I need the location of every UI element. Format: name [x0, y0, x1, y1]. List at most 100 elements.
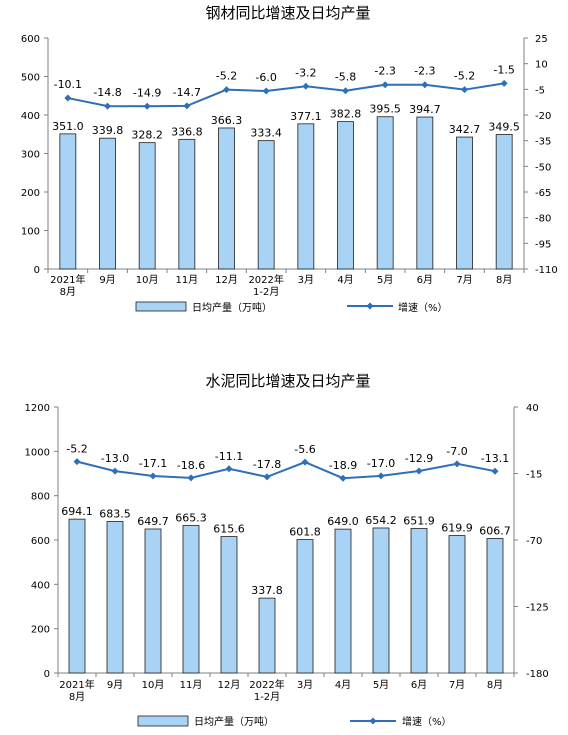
y-right-tick-label: -50	[535, 162, 551, 173]
legend-bar-swatch	[137, 715, 189, 727]
bar	[182, 525, 200, 674]
x-tick-label: 3月	[298, 274, 314, 286]
x-tick-label-line: 10月	[142, 679, 165, 691]
bar-value-label: 651.9	[403, 514, 435, 527]
bar	[257, 140, 275, 270]
y-left-tick-label: 600	[21, 34, 40, 45]
x-tick-label-line: 11月	[175, 274, 198, 286]
growth-value-label: -17.8	[253, 458, 281, 471]
x-tick-label: 5月	[373, 679, 389, 691]
growth-point	[104, 102, 111, 110]
growth-point	[491, 467, 499, 475]
bar-value-label: 654.2	[365, 514, 397, 527]
growth-point	[183, 102, 191, 110]
bar	[495, 134, 513, 270]
bar-value-label: 333.4	[250, 127, 282, 140]
y-left-tick-label: 0	[44, 669, 50, 680]
y-right-tick-label: -65	[535, 188, 551, 199]
bar	[106, 521, 124, 674]
x-tick-label: 6月	[411, 679, 427, 691]
bar-value-label: 601.8	[289, 526, 321, 539]
bar	[258, 597, 276, 674]
x-tick-label: 8月	[487, 679, 503, 691]
y-left-tick-label: 1200	[25, 403, 50, 414]
bar	[376, 116, 394, 270]
bar-value-label: 694.1	[61, 505, 93, 518]
bar-value-label: 615.6	[213, 523, 245, 536]
bar	[410, 528, 428, 674]
y-left-tick-label: 600	[31, 536, 50, 547]
legend-line-label: 增速（%）	[402, 715, 452, 728]
x-tick-label-line: 4月	[335, 679, 351, 691]
bar	[138, 142, 156, 270]
x-tick-label: 2022年 1-2月	[249, 678, 284, 703]
y-right-tick-label: -125	[526, 603, 549, 614]
growth-point	[301, 458, 309, 466]
growth-point	[225, 465, 233, 473]
y-left-tick-label: 1000	[25, 447, 50, 458]
legend: 日均产量（万吨） 增速（%）	[137, 715, 452, 728]
growth-point	[377, 472, 385, 480]
y-right-tick-label: -5	[535, 85, 545, 96]
bar	[218, 127, 235, 270]
bar-value-label: 665.3	[175, 512, 207, 525]
chart-steel: 钢材同比增速及日均产量 0 100 200 300 400 500 600 -110 -95 -8…	[21, 4, 558, 314]
y-left-tick-label: 0	[34, 265, 40, 276]
x-tick-label: 6月	[417, 274, 433, 286]
y-left-tick-label: 400	[21, 111, 40, 122]
x-tick-label-line: 5月	[373, 679, 389, 691]
growth-point	[263, 473, 271, 481]
y-right-tick-label: 10	[535, 60, 548, 71]
bar	[220, 536, 238, 674]
x-tick-label: 7月	[449, 679, 465, 691]
growth-value-label: -14.7	[173, 86, 201, 99]
bar-value-label: 377.1	[290, 110, 322, 123]
growth-value-label: -12.9	[405, 452, 433, 465]
bar-value-label: 366.3	[211, 114, 243, 127]
growth-point	[421, 81, 429, 89]
growth-point	[339, 474, 347, 482]
y-right-tick-label: 40	[526, 403, 539, 414]
x-tick-label-line: 1-2月	[254, 691, 280, 703]
growth-point	[73, 458, 81, 466]
bar-value-label: 606.7	[479, 525, 511, 538]
y-right-tick-label: -180	[526, 669, 549, 680]
bar-value-label: 395.5	[369, 103, 401, 116]
x-tick-label-line: 8月	[69, 691, 85, 703]
growth-value-label: -14.8	[93, 86, 121, 99]
bar-value-label: 336.8	[171, 125, 203, 138]
y-left-tick-label: 500	[21, 73, 40, 84]
plot-area: 0 200 400 600 800 1000 1200 -180 -125 -70 -15 40 202…	[25, 403, 549, 703]
bar-value-label: 683.5	[99, 507, 131, 520]
x-tick-label-line: 12月	[218, 679, 241, 691]
x-tick-label-line: 3月	[297, 679, 313, 691]
growth-value-label: -10.1	[54, 78, 82, 91]
bar-value-label: 394.7	[409, 103, 441, 116]
bar-value-label: 349.5	[488, 120, 520, 133]
growth-value-label: -5.2	[216, 70, 237, 83]
y-left-tick-label: 300	[21, 150, 40, 161]
growth-value-label: -7.0	[446, 445, 467, 458]
growth-point	[342, 87, 349, 95]
y-right-tick-label: -110	[535, 265, 558, 276]
x-tick-label-line: 7月	[449, 679, 465, 691]
y-right-tick-label: 25	[535, 34, 548, 45]
x-tick-label-line: 1-2月	[253, 286, 279, 298]
bar	[337, 121, 354, 270]
bar	[296, 539, 314, 674]
x-tick-label-line: 2021年	[59, 678, 94, 691]
bar	[448, 535, 466, 674]
x-tick-label-line: 2022年	[248, 273, 283, 286]
y-right-tick-label: -80	[535, 214, 551, 225]
x-tick-label-line: 5月	[377, 274, 393, 286]
growth-value-label: -5.2	[66, 443, 87, 456]
growth-value-label: -5.8	[335, 71, 356, 84]
legend-bar-swatch	[135, 301, 187, 312]
legend-line-marker	[366, 302, 374, 310]
x-tick-label: 12月	[215, 274, 238, 286]
legend-line-marker	[369, 717, 377, 725]
growth-value-label: -6.0	[255, 71, 276, 84]
growth-value-label: -18.9	[329, 459, 357, 472]
growth-line	[76, 460, 496, 480]
